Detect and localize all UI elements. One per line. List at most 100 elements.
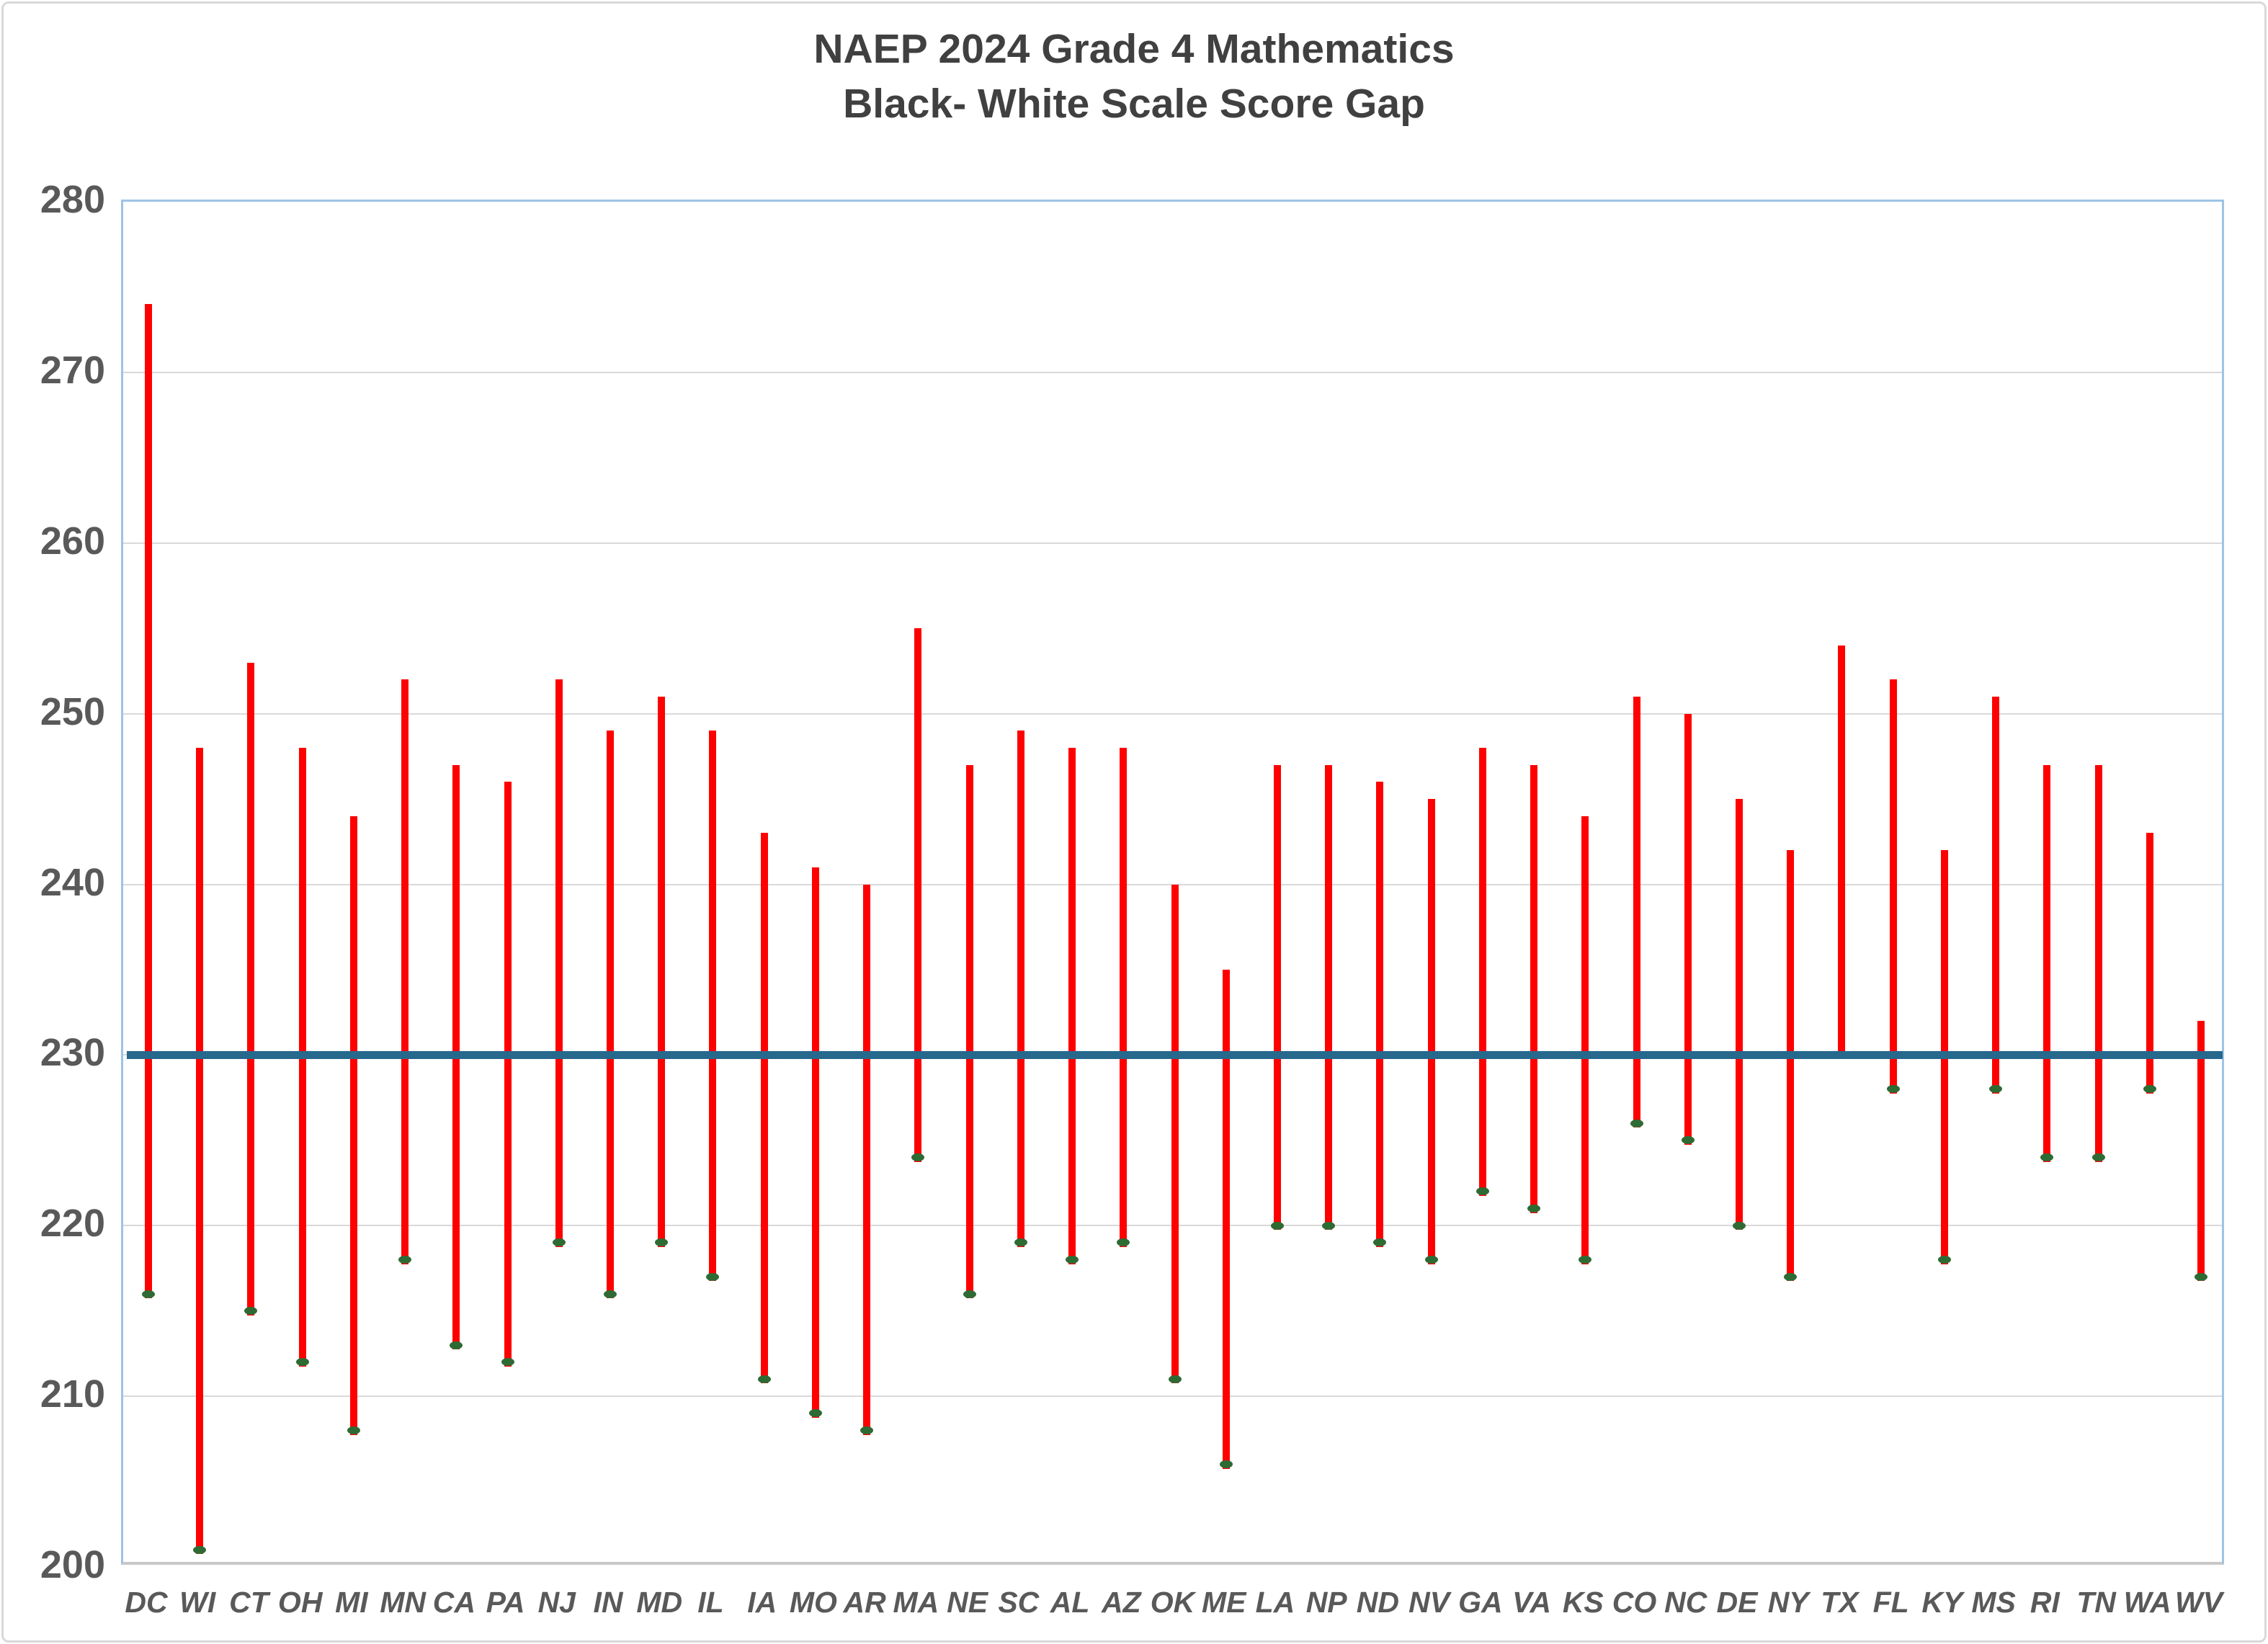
black-score-marker-KS xyxy=(1579,1256,1592,1264)
black-score-marker-IL xyxy=(706,1272,720,1281)
black-score-marker-GA xyxy=(1475,1187,1489,1196)
x-axis-label-NC: NC xyxy=(1664,1586,1707,1619)
x-axis-label-MI: MI xyxy=(335,1586,368,1619)
x-axis-label-RI: RI xyxy=(2030,1586,2060,1619)
score-range-bar-NV xyxy=(1427,799,1435,1264)
black-score-marker-LA xyxy=(1270,1221,1284,1230)
black-score-marker-OH xyxy=(295,1358,309,1367)
black-score-marker-WV xyxy=(2195,1272,2207,1281)
x-axis-label-TX: TX xyxy=(1821,1586,1859,1619)
x-axis-label-FL: FL xyxy=(1872,1586,1909,1619)
score-range-bar-DC xyxy=(145,304,152,1298)
black-score-marker-IN xyxy=(604,1290,617,1298)
gridline-260 xyxy=(123,542,2222,544)
score-range-bar-CT xyxy=(247,662,255,1315)
plot-area xyxy=(121,200,2224,1565)
black-score-marker-OK xyxy=(1168,1375,1182,1383)
score-range-bar-ND xyxy=(1376,782,1384,1247)
black-score-marker-CA xyxy=(450,1341,463,1349)
score-range-bar-IN xyxy=(607,731,615,1298)
x-axis-label-KY: KY xyxy=(1921,1586,1963,1619)
x-axis-label-AL: AL xyxy=(1050,1586,1090,1619)
score-range-bar-GA xyxy=(1478,748,1486,1196)
black-score-marker-RI xyxy=(2040,1153,2054,1161)
x-axis-label-IL: IL xyxy=(697,1586,724,1619)
score-range-bar-DE xyxy=(1735,799,1743,1230)
x-axis-label-NY: NY xyxy=(1767,1586,1809,1619)
score-range-bar-CO xyxy=(1633,696,1640,1128)
score-range-bar-FL xyxy=(1889,679,1897,1094)
score-range-bar-WA xyxy=(2146,833,2153,1094)
black-score-marker-DC xyxy=(142,1290,155,1298)
score-range-bar-AZ xyxy=(1120,748,1128,1247)
gridline-270 xyxy=(123,371,2222,373)
x-axis-label-WA: WA xyxy=(2123,1586,2171,1619)
x-axis-label-MN: MN xyxy=(380,1586,426,1619)
x-axis-label-MS: MS xyxy=(1971,1586,2016,1619)
score-range-bar-NP xyxy=(1325,764,1333,1230)
black-score-marker-NC xyxy=(1681,1136,1695,1145)
black-score-marker-AR xyxy=(860,1426,874,1434)
black-score-marker-PA xyxy=(501,1358,514,1367)
x-axis-label-CO: CO xyxy=(1612,1586,1657,1619)
x-axis-label-NE: NE xyxy=(947,1586,988,1619)
x-axis-label-PA: PA xyxy=(486,1586,525,1619)
score-range-bar-NY xyxy=(1787,850,1795,1282)
black-score-marker-AL xyxy=(1066,1256,1079,1264)
x-axis-label-OK: OK xyxy=(1150,1586,1195,1619)
chart-title-line2: Black- White Scale Score Gap xyxy=(843,81,1425,127)
black-score-marker-CT xyxy=(244,1307,258,1315)
chart-title-line1: NAEP 2024 Grade 4 Mathematics xyxy=(813,26,1455,72)
black-score-marker-NY xyxy=(1784,1272,1798,1281)
black-score-marker-MN xyxy=(398,1256,412,1264)
x-axis-label-NJ: NJ xyxy=(537,1586,576,1619)
score-range-bar-MA xyxy=(914,628,922,1162)
black-score-marker-KY xyxy=(1937,1256,1951,1264)
black-score-marker-NV xyxy=(1424,1256,1438,1264)
x-axis-label-MD: MD xyxy=(636,1586,683,1619)
x-axis-label-WI: WI xyxy=(179,1586,216,1619)
x-axis-label-SC: SC xyxy=(998,1586,1040,1619)
y-axis-tick-label-220: 220 xyxy=(40,1202,105,1246)
y-axis-tick-label-200: 200 xyxy=(40,1543,105,1586)
black-score-marker-VA xyxy=(1527,1205,1541,1213)
y-axis-tick-label-210: 210 xyxy=(40,1372,105,1416)
black-score-marker-MO xyxy=(808,1409,822,1418)
black-score-marker-NJ xyxy=(552,1238,566,1247)
reference-line-230 xyxy=(127,1050,2223,1059)
black-score-marker-NE xyxy=(963,1290,976,1298)
black-score-marker-MA xyxy=(911,1153,925,1161)
black-score-marker-ND xyxy=(1373,1238,1387,1247)
score-range-bar-OK xyxy=(1171,884,1179,1384)
score-range-bar-TX xyxy=(1838,645,1846,1060)
score-range-bar-WI xyxy=(196,748,204,1555)
score-range-bar-VA xyxy=(1530,764,1538,1213)
x-axis-label-AR: AR xyxy=(843,1586,886,1619)
x-axis-label-CA: CA xyxy=(432,1586,476,1619)
x-axis-label-WV: WV xyxy=(2174,1586,2223,1619)
gridline-210 xyxy=(123,1395,2222,1398)
black-score-marker-DE xyxy=(1732,1221,1746,1230)
black-score-marker-IA xyxy=(757,1375,771,1383)
x-axis-label-NP: NP xyxy=(1305,1586,1347,1619)
x-axis-label-VA: VA xyxy=(1512,1586,1552,1619)
y-axis-tick-label-240: 240 xyxy=(40,860,105,904)
black-score-marker-SC xyxy=(1014,1238,1027,1247)
score-range-bar-KS xyxy=(1581,816,1589,1264)
score-range-bar-NE xyxy=(965,764,973,1298)
score-range-bar-MO xyxy=(811,867,819,1418)
x-axis-label-AZ: AZ xyxy=(1101,1586,1141,1619)
black-score-marker-CO xyxy=(1630,1119,1643,1127)
score-range-bar-MD xyxy=(658,696,666,1247)
x-axis-label-IN: IN xyxy=(593,1586,623,1619)
x-axis-label-CT: CT xyxy=(229,1586,269,1619)
black-score-marker-AZ xyxy=(1117,1238,1130,1247)
y-axis-tick-label-230: 230 xyxy=(40,1031,105,1075)
score-range-bar-NC xyxy=(1684,713,1692,1145)
x-axis-label-MO: MO xyxy=(789,1586,837,1619)
y-axis-tick-label-260: 260 xyxy=(40,519,105,563)
x-axis-label-KS: KS xyxy=(1562,1586,1604,1619)
score-range-bar-IA xyxy=(760,833,768,1384)
score-range-bar-MN xyxy=(401,679,409,1264)
